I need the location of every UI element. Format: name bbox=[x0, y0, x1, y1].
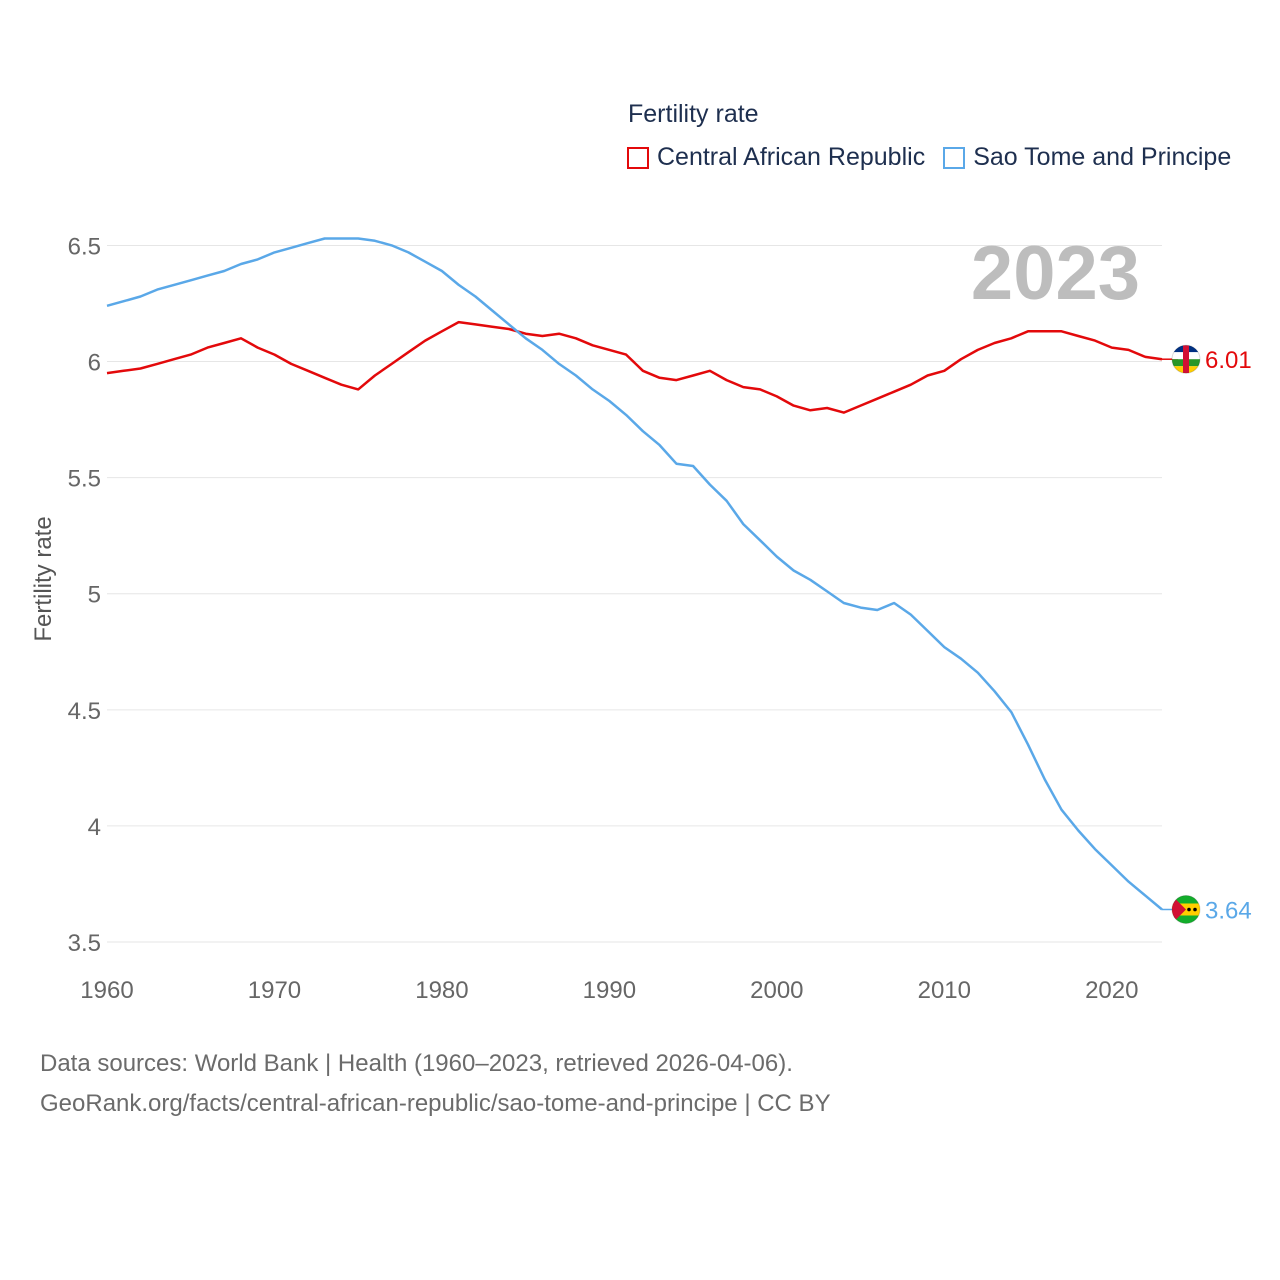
x-tick-label: 2020 bbox=[1085, 977, 1138, 1004]
series-line-central-african-republic bbox=[106, 320, 1163, 414]
x-tick-label: 1980 bbox=[415, 977, 468, 1004]
legend-swatch-central-african-republic bbox=[627, 146, 649, 169]
flag-icon-central-african-republic bbox=[1171, 344, 1201, 374]
x-tick-label: 1960 bbox=[80, 977, 133, 1004]
y-tick-label: 3.5 bbox=[68, 930, 101, 957]
series-line-sao-tome-and-principe bbox=[106, 237, 1163, 911]
x-tick-label: 1990 bbox=[583, 977, 636, 1004]
x-tick-label: 2010 bbox=[918, 977, 971, 1004]
y-tick-label: 5 bbox=[88, 582, 101, 609]
legend: Central African Republic Sao Tome and Pr… bbox=[627, 143, 1249, 172]
y-tick-label: 4 bbox=[88, 814, 101, 841]
data-sources-text: Data sources: World Bank | Health (1960–… bbox=[40, 1050, 793, 1077]
legend-item-sao-tome-and-principe[interactable]: Sao Tome and Principe bbox=[943, 143, 1231, 172]
legend-swatch-sao-tome-and-principe bbox=[943, 146, 966, 169]
end-value-label-sao-tome-and-principe: 3.64 bbox=[1205, 897, 1252, 924]
source-url-text[interactable]: GeoRank.org/facts/central-african-republ… bbox=[40, 1090, 831, 1117]
legend-label-central-african-republic: Central African Republic bbox=[657, 143, 926, 171]
y-axis-title: Fertility rate bbox=[30, 516, 57, 641]
y-tick-label: 5.5 bbox=[68, 466, 101, 493]
y-tick-label: 4.5 bbox=[68, 698, 101, 725]
footer: Data sources: World Bank | Health (1960–… bbox=[40, 1044, 831, 1124]
legend-item-central-african-republic[interactable]: Central African Republic bbox=[627, 143, 925, 172]
year-label: 2023 bbox=[971, 231, 1140, 316]
y-tick-label: 6.5 bbox=[68, 233, 101, 260]
end-value-label-central-african-republic: 6.01 bbox=[1205, 347, 1252, 374]
legend-title: Fertility rate bbox=[628, 100, 759, 128]
x-tick-label: 1970 bbox=[248, 977, 301, 1004]
legend-label-sao-tome-and-principe: Sao Tome and Principe bbox=[973, 143, 1232, 171]
flag-icon-sao-tome-and-principe bbox=[1171, 894, 1201, 924]
x-tick-label: 2000 bbox=[750, 977, 803, 1004]
y-tick-label: 6 bbox=[88, 350, 101, 377]
